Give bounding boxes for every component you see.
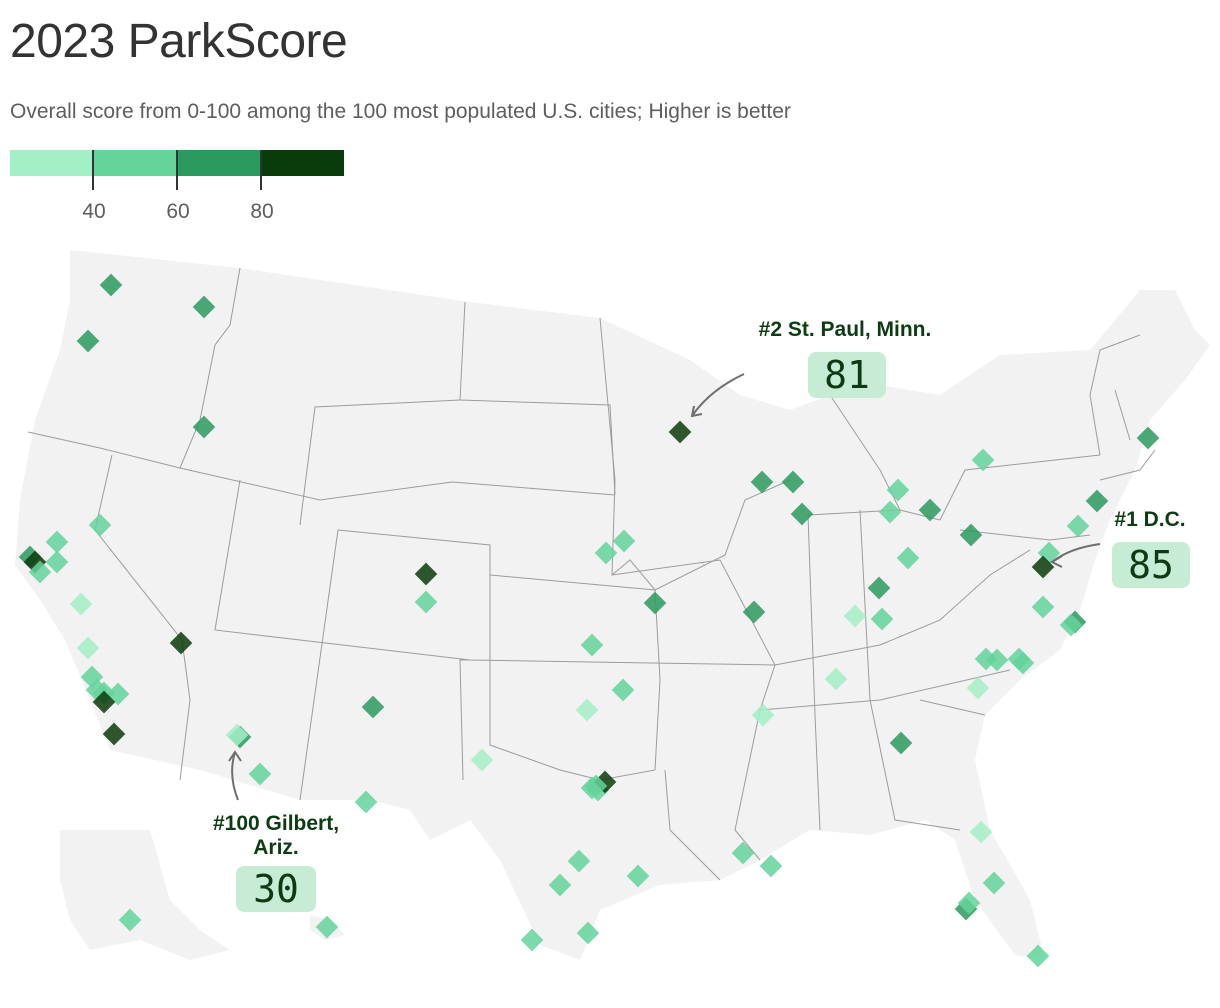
arrow-st-paul-head bbox=[690, 405, 703, 418]
city-marker bbox=[548, 873, 572, 897]
city-marker bbox=[966, 676, 990, 700]
city-marker bbox=[1007, 647, 1031, 671]
city-marker bbox=[361, 695, 385, 719]
legend-label-60: 60 bbox=[166, 200, 190, 223]
city-marker bbox=[567, 849, 591, 873]
city-markers bbox=[18, 273, 1160, 968]
legend-bin-40-60 bbox=[94, 150, 178, 176]
city-marker bbox=[918, 498, 942, 522]
city-marker bbox=[1026, 944, 1050, 968]
arrow-gilbert bbox=[231, 751, 239, 801]
arrow-st-paul bbox=[691, 373, 745, 417]
city-marker bbox=[974, 647, 998, 671]
city-marker bbox=[781, 470, 805, 494]
city-marker bbox=[1059, 613, 1083, 637]
land-shapes bbox=[15, 250, 1210, 960]
city-marker bbox=[867, 576, 891, 600]
legend-label-40: 40 bbox=[82, 200, 106, 223]
city-marker bbox=[580, 633, 604, 657]
city-marker bbox=[612, 529, 636, 553]
legend-bin-low bbox=[10, 150, 94, 176]
city-marker bbox=[668, 420, 692, 444]
color-legend: 40 60 80 bbox=[10, 150, 350, 230]
city-marker bbox=[584, 774, 608, 798]
contiguous-us-land bbox=[15, 250, 1210, 960]
legend-bin-high bbox=[262, 150, 344, 176]
city-marker bbox=[843, 604, 867, 628]
legend-tick-80 bbox=[260, 150, 262, 190]
city-marker bbox=[1031, 555, 1055, 579]
city-marker bbox=[969, 820, 993, 844]
arrow-dc-head bbox=[1049, 555, 1063, 568]
callout-gilbert-label-line1: #100 Gilbert, bbox=[212, 812, 340, 835]
city-marker bbox=[92, 690, 116, 714]
callout-arrows bbox=[228, 373, 1101, 801]
city-marker bbox=[611, 678, 635, 702]
city-marker bbox=[878, 500, 902, 524]
state-borders bbox=[27, 267, 1156, 881]
city-marker bbox=[824, 667, 848, 691]
city-marker bbox=[959, 523, 983, 547]
city-marker bbox=[957, 891, 981, 915]
city-marker bbox=[790, 502, 814, 526]
city-marker bbox=[896, 546, 920, 570]
city-marker bbox=[982, 871, 1006, 895]
legend-tick-60 bbox=[176, 150, 178, 190]
city-marker bbox=[76, 329, 100, 353]
callout-gilbert-label: #100 Gilbert, Ariz. bbox=[190, 812, 362, 860]
city-marker bbox=[575, 698, 599, 722]
city-marker bbox=[643, 591, 667, 615]
city-marker bbox=[576, 921, 600, 945]
city-marker bbox=[731, 841, 755, 865]
city-marker bbox=[315, 915, 339, 939]
city-marker bbox=[750, 470, 774, 494]
city-marker bbox=[99, 273, 123, 297]
page-title: 2023 ParkScore bbox=[10, 15, 348, 68]
callout-gilbert-score: 30 bbox=[236, 866, 316, 912]
callout-st-paul-score: 81 bbox=[808, 352, 886, 398]
arrow-gilbert-head bbox=[228, 750, 242, 762]
city-marker bbox=[742, 600, 766, 624]
city-marker bbox=[354, 790, 378, 814]
city-marker bbox=[886, 478, 910, 502]
callout-gilbert-label-line2: Ariz. bbox=[253, 836, 299, 859]
city-marker bbox=[1136, 426, 1160, 450]
subtitle: Overall score from 0-100 among the 100 m… bbox=[10, 100, 791, 123]
city-marker bbox=[414, 562, 438, 586]
callout-dc-label: #1 D.C. bbox=[1114, 508, 1186, 531]
callout-st-paul-label: #2 St. Paul, Minn. bbox=[758, 318, 932, 341]
callout-dc-score: 85 bbox=[1112, 542, 1190, 588]
legend-label-80: 80 bbox=[250, 200, 274, 223]
us-map bbox=[15, 250, 1210, 968]
city-marker bbox=[470, 748, 494, 772]
city-marker bbox=[870, 607, 894, 631]
city-marker bbox=[594, 541, 618, 565]
city-marker bbox=[759, 854, 783, 878]
city-marker bbox=[88, 513, 112, 537]
city-marker bbox=[414, 590, 438, 614]
city-marker bbox=[1031, 595, 1055, 619]
legend-tick-40 bbox=[92, 150, 94, 190]
legend-bin-60-80 bbox=[178, 150, 262, 176]
city-marker bbox=[520, 928, 544, 952]
city-marker bbox=[626, 864, 650, 888]
city-marker bbox=[971, 448, 995, 472]
city-marker bbox=[102, 722, 126, 746]
city-marker bbox=[889, 731, 913, 755]
alaska-land bbox=[60, 830, 230, 960]
city-marker bbox=[76, 636, 100, 660]
city-marker bbox=[1066, 514, 1090, 538]
city-marker bbox=[1085, 489, 1109, 513]
city-marker bbox=[69, 592, 93, 616]
city-marker bbox=[751, 703, 775, 727]
